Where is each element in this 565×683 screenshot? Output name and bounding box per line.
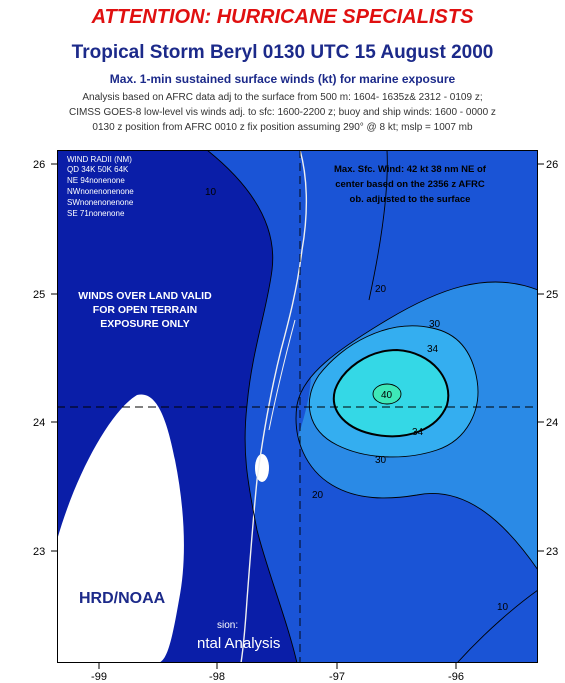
contour-label: 10 — [205, 187, 217, 198]
contour-label: 40 — [381, 390, 393, 401]
contour-label: 10 — [497, 602, 509, 613]
contour-label: 30 — [429, 319, 441, 330]
contour-10 — [206, 150, 298, 663]
max-wind-note-line: Max. Sfc. Wind: 42 kt 38 nm NE of — [334, 164, 487, 175]
band-40-plus — [373, 384, 401, 404]
contour-label: 30 — [375, 455, 387, 466]
lat-tick-label: 23 — [546, 546, 558, 558]
land-note-line: FOR OPEN TERRAIN — [93, 304, 197, 316]
wind-analysis-map: 10 20 30 34 40 34 30 20 10 WIND RADII (N… — [57, 150, 538, 663]
contour-30 — [308, 325, 479, 458]
credit-line-1b: sion: — [217, 620, 238, 631]
wind-radii-row: NWnonenonenone — [67, 187, 134, 196]
analysis-info-line-2: CIMSS GOES-8 low-level vis winds adj. to… — [69, 107, 496, 118]
analysis-info-line-3: 0130 z position from AFRC 0010 z fix pos… — [92, 122, 473, 133]
contour-34 — [332, 348, 450, 438]
lon-tick-label: -96 — [448, 671, 464, 683]
lat-tick-label: 25 — [546, 289, 558, 301]
wind-radii-columns: QD 34K 50K 64K — [67, 165, 129, 174]
wind-radii-row: NE 94nonenone — [67, 176, 125, 185]
coastline — [240, 150, 308, 663]
contour-10-east — [456, 589, 538, 663]
lat-tick-label: 26 — [33, 159, 45, 171]
wind-radii-row: SE 71nonenone — [67, 209, 125, 218]
barrier-island — [268, 319, 296, 431]
lat-tick-label: 25 — [33, 289, 45, 301]
lon-tick-label: -97 — [329, 671, 345, 683]
credit-org: HRD/NOAA — [79, 590, 166, 607]
contour-40 — [372, 383, 402, 405]
max-wind-note-line: ob. adjusted to the surface — [350, 194, 471, 205]
land-note-line: WINDS OVER LAND VALID — [78, 290, 212, 302]
lat-tick-label: 24 — [33, 417, 45, 429]
credit-line-1: Hurr — [67, 620, 87, 631]
lon-tick-label: -99 — [91, 671, 107, 683]
inland-lobe — [260, 305, 312, 505]
contour-label: 20 — [375, 284, 387, 295]
contour-label: 34 — [427, 344, 439, 355]
land-note: WINDS OVER LAND VALID FOR OPEN TERRAIN E… — [78, 290, 212, 330]
contour-label: 34 — [412, 427, 424, 438]
wind-field-svg: 10 20 30 34 40 34 30 20 10 WIND RADII (N… — [57, 150, 538, 663]
map-subtitle: Max. 1-min sustained surface winds (kt) … — [109, 72, 456, 86]
calm-land-spot — [255, 454, 269, 482]
lat-tick-label: 24 — [546, 417, 558, 429]
attention-heading: ATTENTION: HURRICANE SPECIALISTS — [91, 6, 474, 28]
credit-line-2b: ntal Analysis — [197, 635, 280, 652]
wind-radii-title: WIND RADII (NM) — [67, 155, 132, 164]
land-note-line: EXPOSURE ONLY — [100, 318, 189, 330]
calm-land-region — [57, 394, 184, 663]
max-wind-note-line: center based on the 2356 z AFRC — [335, 179, 485, 190]
max-wind-note: Max. Sfc. Wind: 42 kt 38 nm NE of center… — [334, 164, 487, 205]
map-frame — [57, 150, 538, 663]
contour-label: 20 — [312, 490, 324, 501]
credit-line-2: HWI — [67, 635, 96, 652]
wind-radii-row: SWnonenonenone — [67, 198, 134, 207]
lon-tick-label: -98 — [209, 671, 225, 683]
lat-tick-label: 26 — [546, 159, 558, 171]
lat-tick-label: 23 — [33, 546, 45, 558]
map-title: Tropical Storm Beryl 0130 UTC 15 August … — [71, 42, 494, 63]
wind-radii-table: WIND RADII (NM) QD 34K 50K 64K NE 94none… — [67, 155, 134, 218]
contour-20-north — [368, 150, 388, 301]
analysis-info-line-1: Analysis based on AFRC data adj to the s… — [82, 92, 483, 103]
